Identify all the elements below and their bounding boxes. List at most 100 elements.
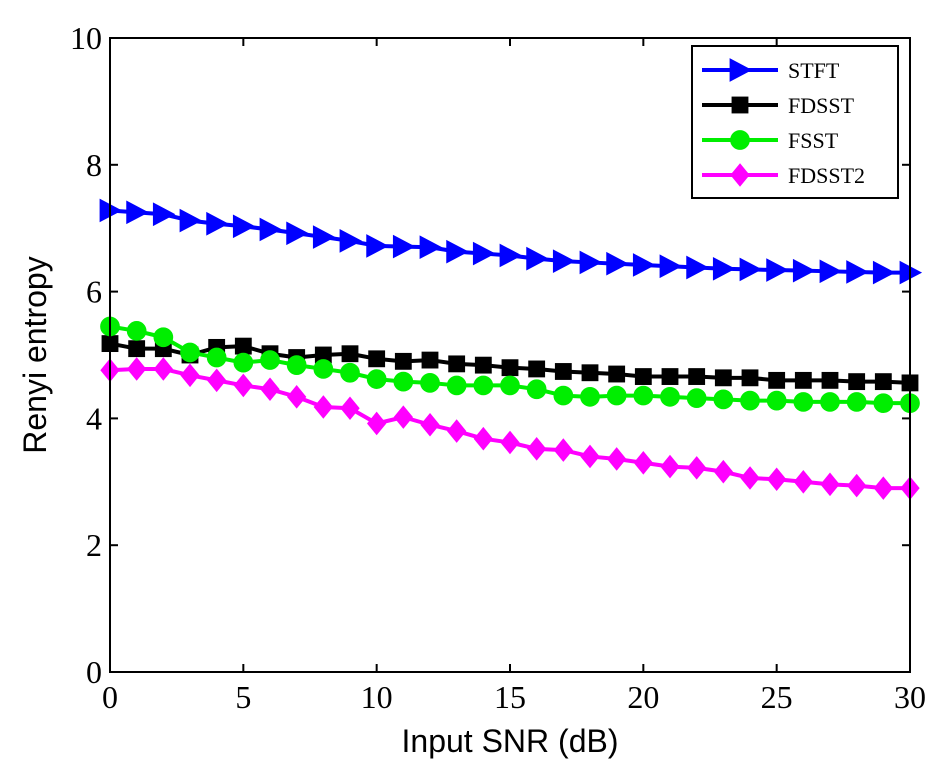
data-point-fdsst: [688, 368, 706, 385]
legend-marker-stft: [729, 58, 753, 82]
y-tick-label: 10: [70, 20, 102, 56]
data-point-stft: [446, 239, 469, 264]
data-point-fsst: [153, 327, 174, 348]
data-point-fsst: [633, 385, 654, 406]
legend-label-fdsst2: FDSST2: [788, 163, 865, 188]
data-point-fsst: [446, 375, 467, 396]
x-tick-label: 5: [235, 679, 251, 715]
data-point-fdsst2: [873, 476, 893, 500]
data-point-fsst: [313, 359, 334, 379]
x-tick-label: 0: [102, 679, 118, 715]
data-point-fsst: [286, 355, 307, 375]
x-tick-label: 15: [494, 679, 526, 715]
data-point-fdsst2: [233, 373, 253, 398]
data-point-stft: [232, 214, 256, 239]
data-point-fsst: [580, 386, 600, 407]
ticks-layer: 0 5 10 15 20 25 30 0 2 4 6 8 10: [70, 20, 926, 715]
x-tick-label: 10: [361, 679, 393, 715]
data-point-fdsst: [394, 352, 412, 370]
data-point-fsst: [260, 350, 280, 370]
data-point-stft: [366, 234, 389, 258]
data-point-fdsst2: [580, 444, 600, 469]
data-point-fdsst: [448, 355, 466, 373]
data-point-stft: [739, 257, 763, 282]
data-point-fdsst2: [313, 395, 333, 419]
data-point-stft: [286, 221, 309, 246]
data-point-fdsst2: [847, 473, 867, 498]
data-point-stft: [259, 217, 283, 242]
data-point-fdsst: [501, 359, 519, 377]
x-tick-label: 20: [627, 679, 659, 715]
data-point-fdsst2: [500, 430, 520, 455]
legend-label-stft: STFT: [788, 58, 840, 83]
legend-item-stft: STFT: [702, 58, 840, 83]
data-point-fdsst: [581, 364, 599, 382]
legend-item-fdsst: FDSST: [702, 93, 855, 118]
data-point-fdsst: [634, 368, 652, 385]
data-point-fdsst2: [260, 377, 280, 402]
data-point-stft: [419, 235, 443, 260]
data-point-fdsst2: [687, 456, 707, 480]
data-point-stft: [339, 229, 363, 253]
data-point-fdsst2: [713, 459, 733, 484]
data-point-fsst: [873, 393, 894, 414]
data-point-fdsst2: [287, 385, 307, 409]
data-point-fdsst2: [793, 470, 813, 494]
data-point-fsst: [820, 392, 840, 412]
y-tick-label: 2: [86, 527, 102, 563]
data-point-stft: [312, 225, 336, 249]
data-point-fdsst2: [180, 363, 200, 388]
data-point-fdsst: [794, 371, 812, 389]
data-point-fdsst: [874, 373, 892, 391]
data-point-fdsst2: [340, 396, 360, 421]
data-point-stft: [526, 246, 549, 271]
data-point-stft: [659, 254, 683, 279]
data-point-fsst: [420, 373, 440, 393]
data-point-stft: [499, 243, 523, 268]
data-point-fsst: [766, 390, 787, 411]
data-point-fdsst: [821, 371, 839, 389]
legend-item-fsst: FSST: [702, 128, 839, 153]
data-point-fdsst2: [420, 412, 440, 437]
data-point-fsst: [606, 385, 627, 406]
legend-marker-fdsst: [731, 96, 749, 114]
data-point-fsst: [500, 375, 520, 396]
legend-label-fdsst: FDSST: [788, 93, 855, 118]
legend-label-fsst: FSST: [788, 128, 839, 153]
data-point-stft: [686, 255, 709, 280]
data-point-stft: [712, 256, 736, 281]
data-point-stft: [872, 260, 896, 285]
y-tick-label: 8: [86, 147, 102, 183]
legend-marker-fsst: [730, 130, 750, 150]
data-point-stft: [846, 260, 869, 284]
data-point-stft: [792, 258, 816, 283]
data-point-fsst: [553, 385, 574, 406]
x-axis-label: Input SNR (dB): [402, 723, 619, 759]
data-point-stft: [819, 259, 843, 284]
data-point-fdsst2: [527, 437, 547, 461]
data-point-fsst: [180, 342, 200, 363]
data-point-fsst: [740, 390, 760, 411]
data-point-fsst: [366, 369, 387, 389]
data-point-fdsst: [421, 351, 439, 369]
data-point-fdsst2: [553, 438, 573, 462]
data-point-fdsst: [608, 365, 626, 383]
data-point-fsst: [793, 392, 814, 412]
legend-item-fdsst2: FDSST2: [702, 163, 865, 188]
data-point-fdsst2: [767, 467, 787, 492]
data-point-fdsst: [368, 350, 386, 368]
series-layer: [99, 198, 923, 500]
data-point-fsst: [713, 389, 734, 410]
data-point-stft: [632, 253, 656, 277]
data-point-fdsst2: [127, 357, 147, 381]
data-point-fdsst: [341, 345, 359, 363]
data-point-stft: [552, 249, 576, 273]
data-point-fdsst2: [740, 466, 760, 490]
data-point-stft: [579, 250, 603, 275]
data-point-stft: [206, 211, 229, 236]
data-point-fdsst: [528, 360, 546, 378]
data-point-fdsst: [768, 371, 786, 389]
data-point-fsst: [393, 371, 414, 392]
data-point-stft: [152, 202, 176, 227]
